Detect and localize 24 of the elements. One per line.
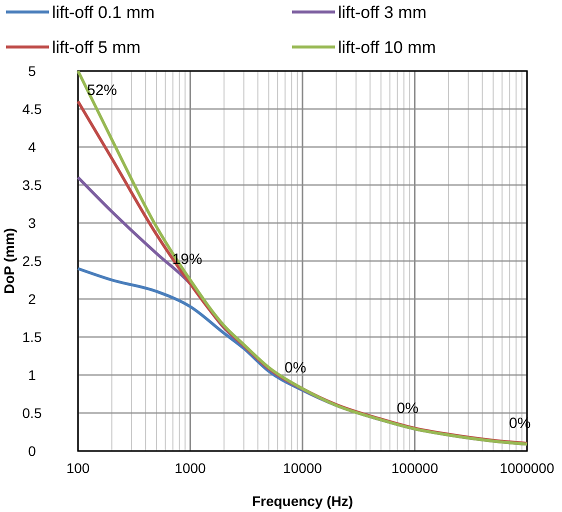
y-tick-label: 4: [28, 139, 36, 155]
y-tick-label: 4.5: [22, 101, 42, 117]
y-tick-label: 5: [28, 63, 36, 79]
y-tick-label: 0.5: [22, 405, 42, 421]
x-tick-label: 1000: [174, 460, 206, 476]
x-tick-label: 100000: [391, 460, 438, 476]
annotation: 0%: [396, 400, 418, 417]
legend-label: lift-off 5 mm: [52, 38, 140, 57]
y-tick-label: 2: [28, 291, 36, 307]
y-tick-label: 1: [28, 367, 36, 383]
x-axis-title: Frequency (Hz): [252, 493, 354, 509]
x-tick-label: 1000000: [500, 460, 554, 476]
y-tick-label: 3.5: [22, 177, 42, 193]
y-axis-title: DoP (mm): [1, 228, 17, 294]
y-tick-label: 3: [28, 215, 36, 231]
y-tick-label: 0: [28, 443, 36, 459]
x-tick-label: 10000: [283, 460, 322, 476]
annotation: 0%: [284, 360, 306, 377]
legend-label: lift-off 3 mm: [338, 3, 426, 22]
legend-label: lift-off 10 mm: [338, 38, 436, 57]
y-tick-label: 1.5: [22, 329, 42, 345]
x-tick-label: 100: [66, 460, 90, 476]
y-tick-label: 2.5: [22, 253, 42, 269]
legend-label: lift-off 0.1 mm: [52, 3, 155, 22]
